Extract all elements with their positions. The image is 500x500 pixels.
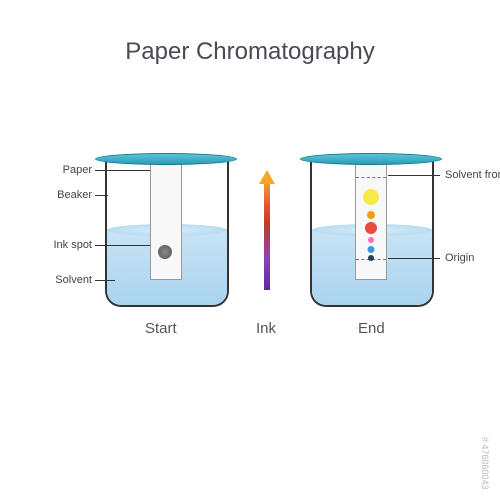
- ink-arrow: [262, 170, 272, 290]
- chromatography-spot: [367, 211, 375, 219]
- beaker-lid: [95, 153, 237, 165]
- watermark: # 476060043: [480, 437, 490, 490]
- chromatography-spot: [363, 189, 379, 205]
- beaker-start: [100, 150, 230, 305]
- label-solvent_front: Solvent front: [445, 169, 500, 181]
- diagram-container: Paper Beaker Ink spot Solvent Solvent front…: [0, 150, 500, 430]
- label-line: [95, 195, 108, 196]
- label-start: Start: [145, 320, 177, 337]
- chromatography-spot: [368, 246, 375, 253]
- chromatography-spot: [365, 222, 377, 234]
- label-ink: Ink: [256, 320, 276, 337]
- chromatography-spot: [368, 255, 374, 261]
- label-beaker: Beaker: [57, 189, 92, 201]
- label-line: [388, 175, 440, 176]
- paper-strip-end: [355, 158, 387, 280]
- ink-spot: [158, 245, 172, 259]
- label-origin: Origin: [445, 252, 474, 264]
- chromatography-spot: [368, 237, 374, 243]
- page-title: Paper Chromatography: [0, 0, 500, 66]
- label-line: [95, 280, 115, 281]
- paper-strip-start: [150, 158, 182, 280]
- label-ink_spot: Ink spot: [53, 239, 92, 251]
- label-solvent: Solvent: [55, 274, 92, 286]
- solvent-front-line: [356, 177, 386, 178]
- label-line: [95, 245, 155, 246]
- label-line: [388, 258, 440, 259]
- label-end: End: [358, 320, 385, 337]
- beaker-lid: [300, 153, 442, 165]
- beaker-end: [305, 150, 435, 305]
- label-paper: Paper: [63, 164, 92, 176]
- label-line: [95, 170, 150, 171]
